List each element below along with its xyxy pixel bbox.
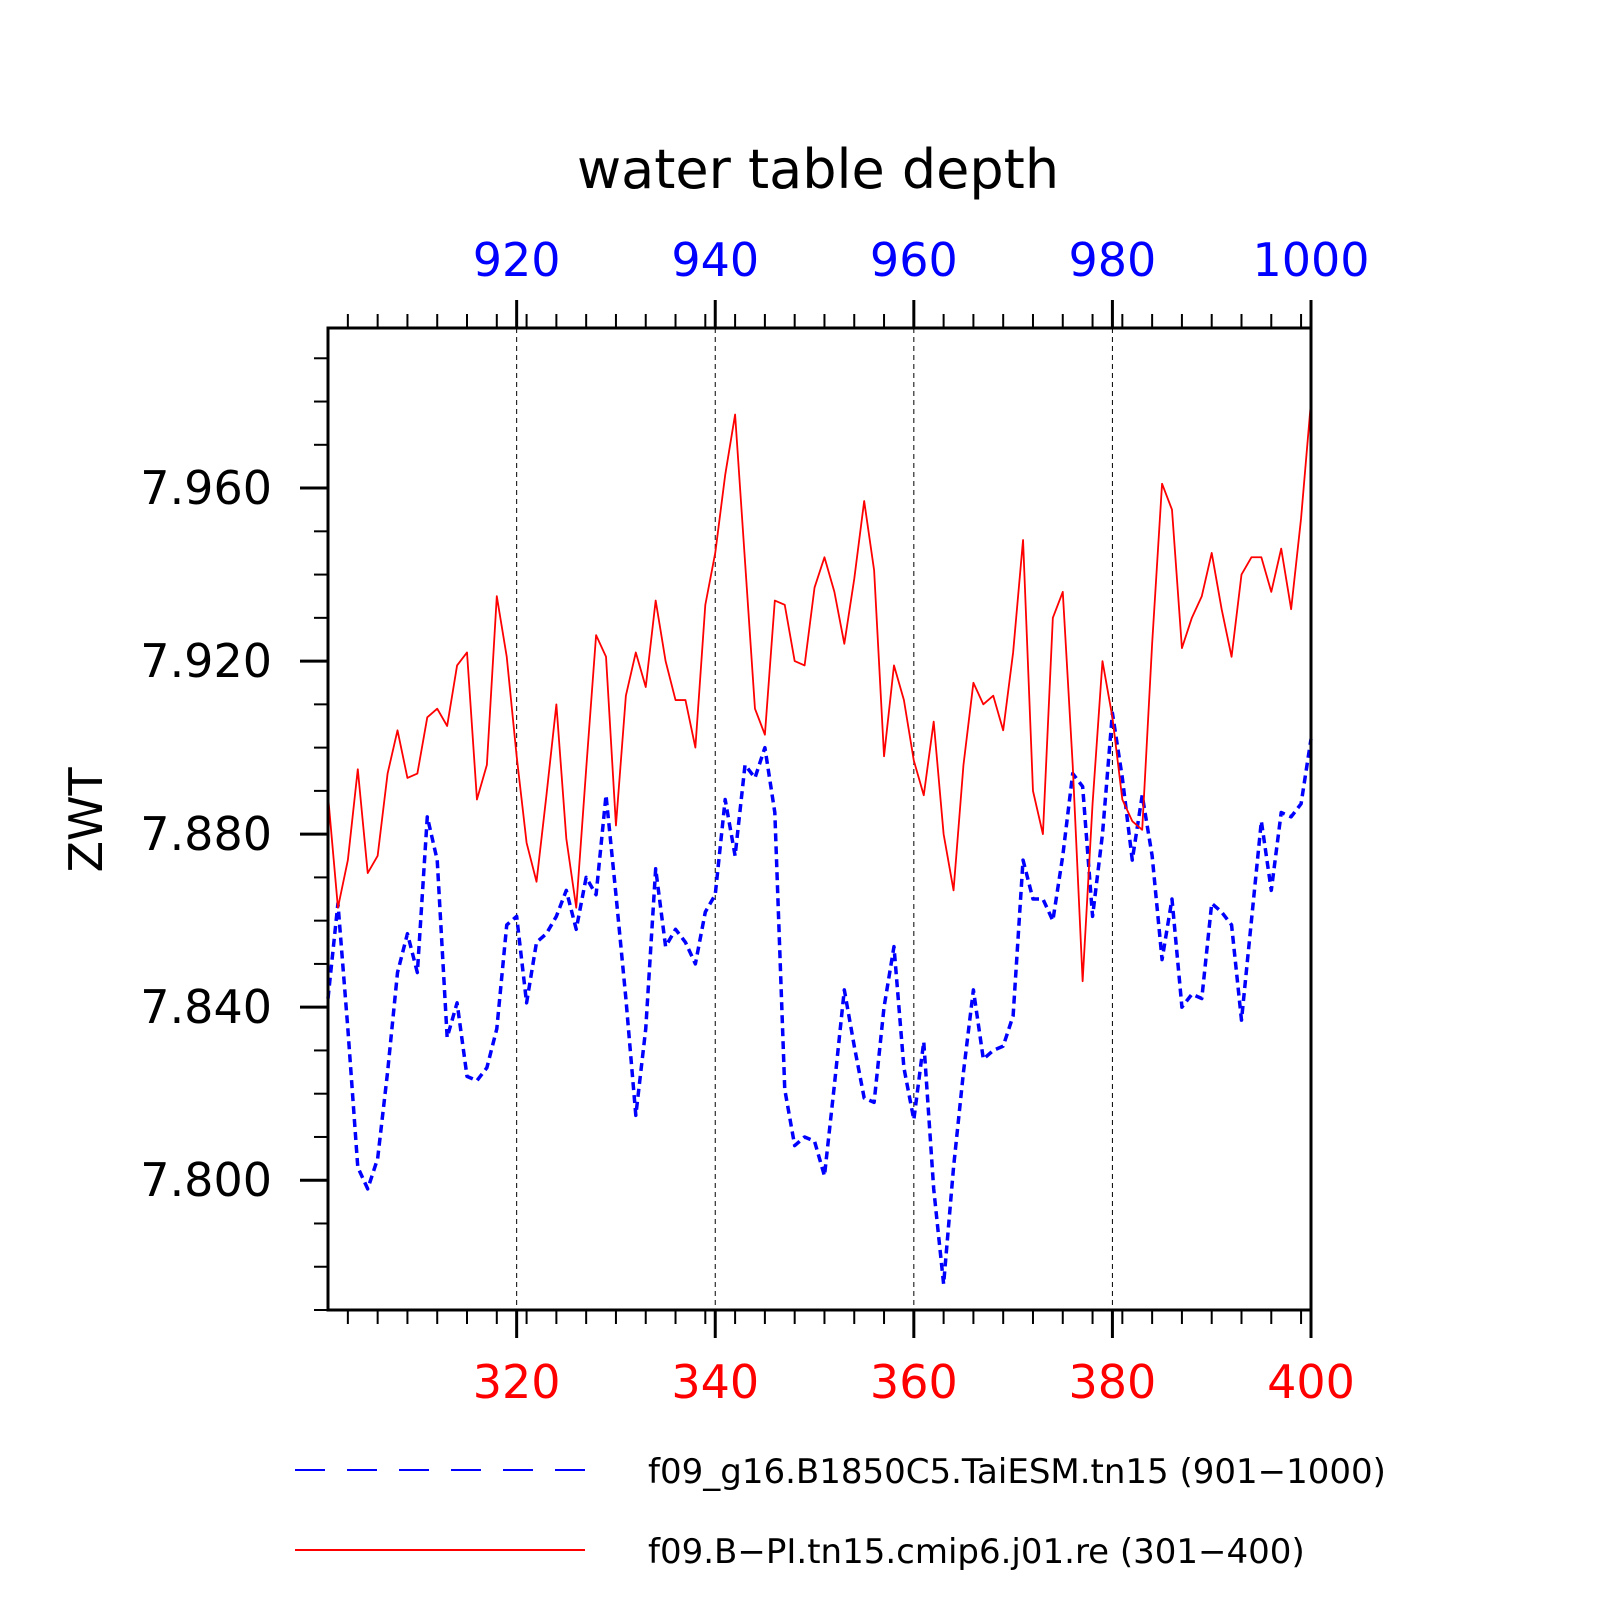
x-top-tick-label: 940: [671, 233, 759, 287]
x-tick-label: 340: [671, 1355, 759, 1409]
y-tick-label: 7.840: [140, 980, 272, 1034]
y-axis-label: ZWT: [59, 767, 113, 873]
legend-label-1: f09_g16.B1850C5.TaiESM.tn15 (901−1000): [648, 1452, 1386, 1492]
legend-label-2: f09.B−PI.tn15.cmip6.j01.re (301−400): [648, 1532, 1305, 1572]
x-top-tick-label: 980: [1069, 233, 1157, 287]
x-top-tick-label: 1000: [1252, 233, 1369, 287]
grid-lines: [516, 328, 1113, 1310]
plot-frame: [326, 326, 1313, 1312]
legend: f09_g16.B1850C5.TaiESM.tn15 (901−1000) f0…: [295, 1452, 1386, 1572]
y-tick-label: 7.800: [140, 1153, 272, 1207]
y-tick-label: 7.920: [140, 634, 272, 688]
x-top-tick-label: 960: [870, 233, 958, 287]
x-tick-label: 320: [473, 1355, 561, 1409]
chart-title: water table depth: [577, 138, 1059, 201]
x-tick-label: 360: [870, 1355, 958, 1409]
x-tick-label: 400: [1267, 1355, 1355, 1409]
y-tick-label: 7.880: [140, 807, 272, 861]
series-line-2: [327, 401, 1312, 983]
x-tick-label: 380: [1069, 1355, 1157, 1409]
x-top-tick-label: 920: [473, 233, 561, 287]
series-line-1: [326, 711, 1313, 1286]
axis-ticks: 320 340 360 380 400 920 940 960 980 1000 7.800 7.84…: [140, 233, 1369, 1409]
plot-area: [326, 401, 1313, 1286]
y-tick-label: 7.960: [140, 461, 272, 515]
